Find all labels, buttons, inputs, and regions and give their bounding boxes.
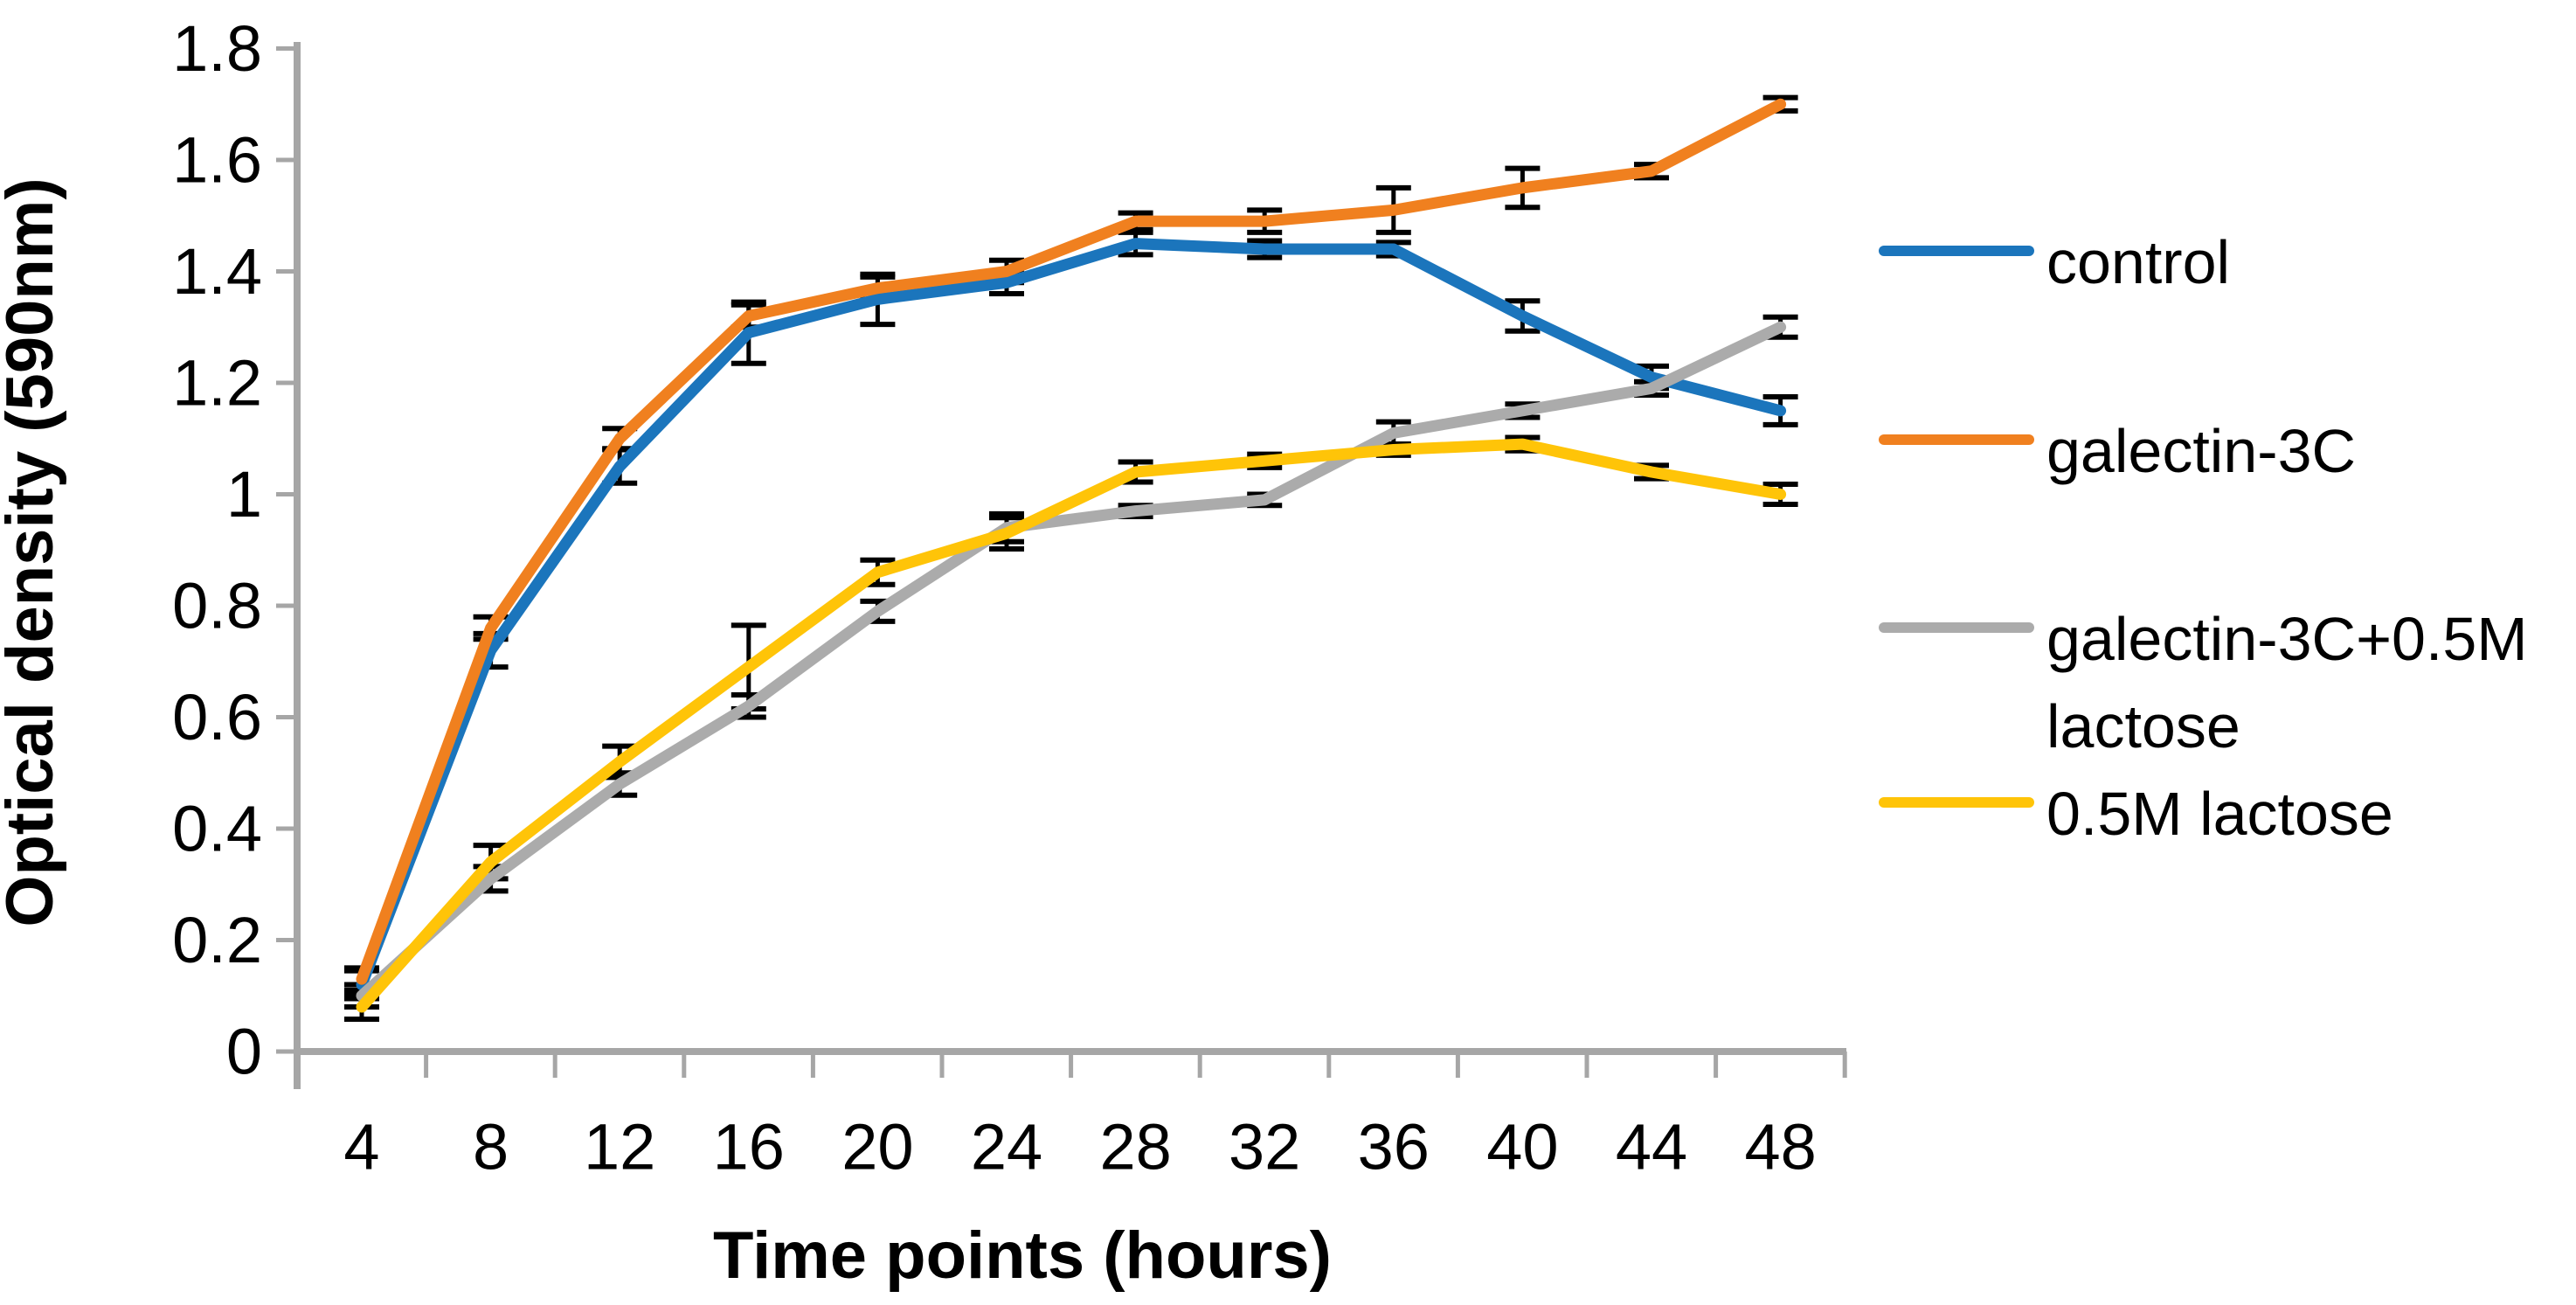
y-tick-label: 1.2 (172, 347, 262, 420)
legend-label-lactose: 0.5M lactose (2046, 780, 2393, 848)
legend-label-galectin-3c-lactose: galectin-3C+0.5M lactose (2046, 605, 2528, 760)
legend-item-control: control (1879, 219, 2230, 306)
legend-line-lactose (1879, 797, 2034, 808)
series-line-galectin-3c (356, 98, 1787, 985)
y-tick-label: 1.8 (172, 12, 262, 85)
x-tick-label: 48 (1744, 1111, 1816, 1184)
x-axis-title: Time points (hours) (713, 1218, 1332, 1293)
y-tick-label: 0.2 (172, 904, 262, 976)
x-tick-label: 16 (713, 1111, 785, 1184)
x-tick-label: 4 (343, 1111, 379, 1184)
y-tick-label: 1.4 (172, 235, 262, 308)
x-tick-label: 24 (971, 1111, 1042, 1184)
x-tick-label: 36 (1358, 1111, 1430, 1184)
x-tick-label: 32 (1229, 1111, 1300, 1184)
legend-line-control (1879, 246, 2034, 256)
y-tick-label: 0.4 (172, 793, 262, 865)
series-line-galectin-3c-0-5m-lactose (356, 321, 1787, 1002)
y-tick-label: 0.8 (172, 570, 262, 642)
y-tick-label: 1.6 (172, 124, 262, 197)
y-tick-label: 0 (226, 1016, 262, 1088)
series-line-control (356, 238, 1787, 990)
x-tick-label: 20 (841, 1111, 913, 1184)
legend-item-lactose: 0.5M lactose (1879, 770, 2393, 857)
legend-line-galectin-3c-lactose (1879, 622, 2034, 633)
legend-item-galectin-3c: galectin-3C (1879, 407, 2356, 495)
x-tick-label: 40 (1486, 1111, 1558, 1184)
y-tick-label: 1 (226, 458, 262, 531)
series-line-0-5m-lactose (356, 438, 1787, 1013)
y-tick-label: 0.6 (172, 681, 262, 753)
legend-line-galectin-3c (1879, 434, 2034, 445)
legend-label-galectin-3c: galectin-3C (2046, 417, 2357, 485)
y-axis-title: Optical density (590nm) (0, 177, 67, 927)
x-tick-label: 44 (1616, 1111, 1687, 1184)
x-tick-label: 28 (1099, 1111, 1171, 1184)
legend-label-control: control (2046, 228, 2231, 296)
x-tick-label: 8 (473, 1111, 509, 1184)
legend-item-galectin-3c-lactose: galectin-3C+0.5M lactose (1879, 595, 2553, 770)
x-tick-label: 12 (584, 1111, 655, 1184)
